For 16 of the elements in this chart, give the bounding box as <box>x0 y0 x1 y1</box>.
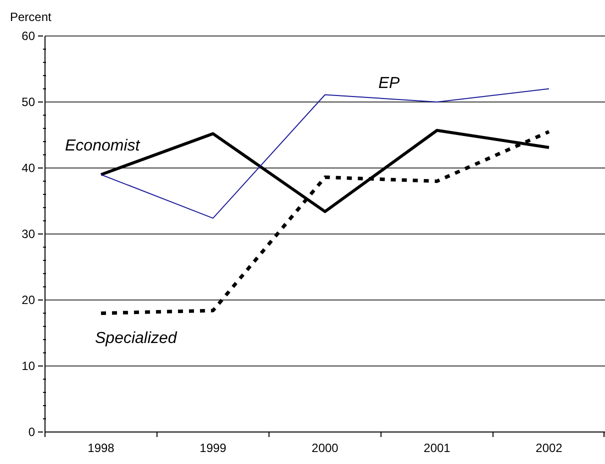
x-tick-label: 2000 <box>312 441 339 455</box>
y-tick-label: 10 <box>22 359 36 373</box>
y-tick-label: 20 <box>22 293 36 307</box>
series-label: Economist <box>65 138 140 155</box>
y-tick-label: 40 <box>22 161 36 175</box>
y-tick-label: 30 <box>22 227 36 241</box>
x-tick-label: 1999 <box>200 441 227 455</box>
x-tick-label: 2001 <box>424 441 451 455</box>
series-label: Specialized <box>95 330 178 348</box>
series-label: EP <box>378 75 400 92</box>
y-axis-title: Percent <box>10 10 52 24</box>
y-tick-label: 60 <box>22 29 36 43</box>
x-tick-label: 2002 <box>536 441 563 455</box>
x-tick-label: 1998 <box>88 441 115 455</box>
y-tick-label: 50 <box>22 95 36 109</box>
y-tick-label: 0 <box>28 425 36 439</box>
